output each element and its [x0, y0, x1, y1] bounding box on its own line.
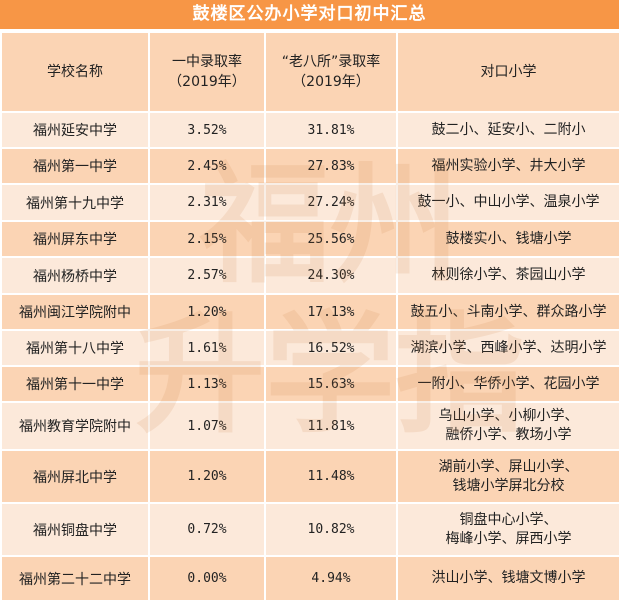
- table-row: 福州屏北中学 1.20% 11.48% 湖前小学、屏山小学、 钱塘小学屏北分校: [0, 449, 619, 504]
- yizhong-rate: 1.20%: [148, 293, 266, 331]
- school-name: 福州第十一中学: [0, 365, 150, 403]
- feeder-line: 融侨小学、教场小学: [445, 427, 572, 443]
- feeder-schools: 鼓一小、中山小学、温泉小学: [396, 183, 619, 222]
- laoba-rate: 15.63%: [264, 365, 398, 403]
- feeder-line: 钱塘小学屏北分校: [452, 477, 565, 494]
- table-row: 福州铜盘中学 0.72% 10.82% 铜盘中心小学、 梅峰小学、屏西小学: [0, 502, 619, 557]
- yizhong-rate: 2.31%: [148, 183, 266, 222]
- header-laoba-label: “老八所”录取率: [281, 54, 381, 70]
- feeder-line: 湖前小学、屏山小学、: [438, 458, 579, 475]
- feeder-schools: 洪山小学、钱塘文博小学: [396, 555, 619, 602]
- table-row: 福州教育学院附中 1.07% 11.81% 乌山小学、小柳小学、 融侨小学、教场小学: [0, 401, 619, 451]
- laoba-rate: 16.52%: [264, 329, 398, 367]
- yizhong-rate: 2.15%: [148, 220, 266, 258]
- feeder-schools: 鼓五小、斗南小学、群众路小学: [396, 293, 619, 331]
- table-title: 鼓楼区公办小学对口初中汇总: [0, 0, 619, 29]
- school-name: 福州第十八中学: [0, 329, 150, 367]
- feeder-line: 洪山小学、钱塘文博小学: [431, 570, 586, 586]
- header-laoba-year: （2019年）: [292, 74, 370, 90]
- laoba-rate: 10.82%: [264, 502, 398, 557]
- feeder-schools: 福州实验小学、井大小学: [396, 147, 619, 185]
- school-name: 福州教育学院附中: [0, 401, 150, 451]
- feeder-schools: 乌山小学、小柳小学、 融侨小学、教场小学: [396, 401, 619, 451]
- header-row: 学校名称 一中录取率 （2019年） “老八所”录取率 （2019年） 对口小学: [0, 31, 619, 113]
- school-name: 福州闽江学院附中: [0, 293, 150, 331]
- yizhong-rate: 0.72%: [148, 502, 266, 557]
- header-laoba-rate: “老八所”录取率 （2019年）: [264, 31, 398, 113]
- feeder-schools: 鼓二小、延安小、二附小: [396, 111, 619, 149]
- feeder-schools: 鼓楼实小、钱塘小学: [396, 220, 619, 258]
- laoba-rate: 27.83%: [264, 147, 398, 185]
- yizhong-rate: 2.57%: [148, 256, 266, 295]
- yizhong-rate: 1.13%: [148, 365, 266, 403]
- school-name: 福州屏北中学: [0, 449, 150, 504]
- school-name: 福州第一中学: [0, 147, 150, 185]
- school-name: 福州杨桥中学: [0, 256, 150, 295]
- feeder-line: 福州实验小学、井大小学: [431, 157, 586, 174]
- laoba-rate: 4.94%: [264, 555, 398, 602]
- laoba-rate: 24.30%: [264, 256, 398, 295]
- laoba-rate: 25.56%: [264, 220, 398, 258]
- feeder-line: 林则徐小学、茶园山小学: [431, 267, 586, 283]
- feeder-line: 铜盘中心小学、: [459, 511, 558, 528]
- yizhong-rate: 3.52%: [148, 111, 266, 149]
- feeder-line: 湖滨小学、西峰小学、达明小学: [410, 339, 607, 356]
- feeder-line: 鼓一小、中山小学、温泉小学: [417, 194, 600, 210]
- table-row: 福州杨桥中学 2.57% 24.30% 林则徐小学、茶园山小学: [0, 256, 619, 295]
- school-name: 福州屏东中学: [0, 220, 150, 258]
- header-yizhong-year: （2019年）: [168, 74, 246, 90]
- feeder-line: 鼓楼实小、钱塘小学: [445, 230, 572, 247]
- table-row: 福州延安中学 3.52% 31.81% 鼓二小、延安小、二附小: [0, 111, 619, 149]
- table-row: 福州第十九中学 2.31% 27.24% 鼓一小、中山小学、温泉小学: [0, 183, 619, 222]
- laoba-rate: 27.24%: [264, 183, 398, 222]
- feeder-schools: 林则徐小学、茶园山小学: [396, 256, 619, 295]
- table-row: 福州第十八中学 1.61% 16.52% 湖滨小学、西峰小学、达明小学: [0, 329, 619, 367]
- school-summary-table: 学校名称 一中录取率 （2019年） “老八所”录取率 （2019年） 对口小学 福…: [0, 31, 619, 602]
- school-name: 福州铜盘中学: [0, 502, 150, 557]
- feeder-line: 乌山小学、小柳小学、: [438, 408, 579, 424]
- school-name: 福州第二十二中学: [0, 555, 150, 602]
- table-row: 福州闽江学院附中 1.20% 17.13% 鼓五小、斗南小学、群众路小学: [0, 293, 619, 331]
- feeder-line: 鼓二小、延安小、二附小: [431, 121, 586, 138]
- table-row: 福州第十一中学 1.13% 15.63% 一附小、华侨小学、花园小学: [0, 365, 619, 403]
- feeder-schools: 湖滨小学、西峰小学、达明小学: [396, 329, 619, 367]
- feeder-schools: 湖前小学、屏山小学、 钱塘小学屏北分校: [396, 449, 619, 504]
- table-row: 福州第一中学 2.45% 27.83% 福州实验小学、井大小学: [0, 147, 619, 185]
- laoba-rate: 11.81%: [264, 401, 398, 451]
- yizhong-rate: 2.45%: [148, 147, 266, 185]
- header-feeder: 对口小学: [396, 31, 619, 113]
- laoba-rate: 31.81%: [264, 111, 398, 149]
- feeder-line: 鼓五小、斗南小学、群众路小学: [410, 303, 607, 320]
- yizhong-rate: 0.00%: [148, 555, 266, 602]
- header-yizhong-rate: 一中录取率 （2019年）: [148, 31, 266, 113]
- feeder-schools: 一附小、华侨小学、花园小学: [396, 365, 619, 403]
- header-yizhong-label: 一中录取率: [172, 54, 242, 70]
- feeder-schools: 铜盘中心小学、 梅峰小学、屏西小学: [396, 502, 619, 557]
- school-name: 福州延安中学: [0, 111, 150, 149]
- header-school: 学校名称: [0, 31, 150, 113]
- feeder-line: 一附小、华侨小学、花园小学: [417, 375, 600, 392]
- feeder-line: 梅峰小学、屏西小学: [445, 530, 572, 547]
- yizhong-rate: 1.20%: [148, 449, 266, 504]
- laoba-rate: 11.48%: [264, 449, 398, 504]
- table-row: 福州第二十二中学 0.00% 4.94% 洪山小学、钱塘文博小学: [0, 555, 619, 602]
- yizhong-rate: 1.07%: [148, 401, 266, 451]
- yizhong-rate: 1.61%: [148, 329, 266, 367]
- school-name: 福州第十九中学: [0, 183, 150, 222]
- laoba-rate: 17.13%: [264, 293, 398, 331]
- table-row: 福州屏东中学 2.15% 25.56% 鼓楼实小、钱塘小学: [0, 220, 619, 258]
